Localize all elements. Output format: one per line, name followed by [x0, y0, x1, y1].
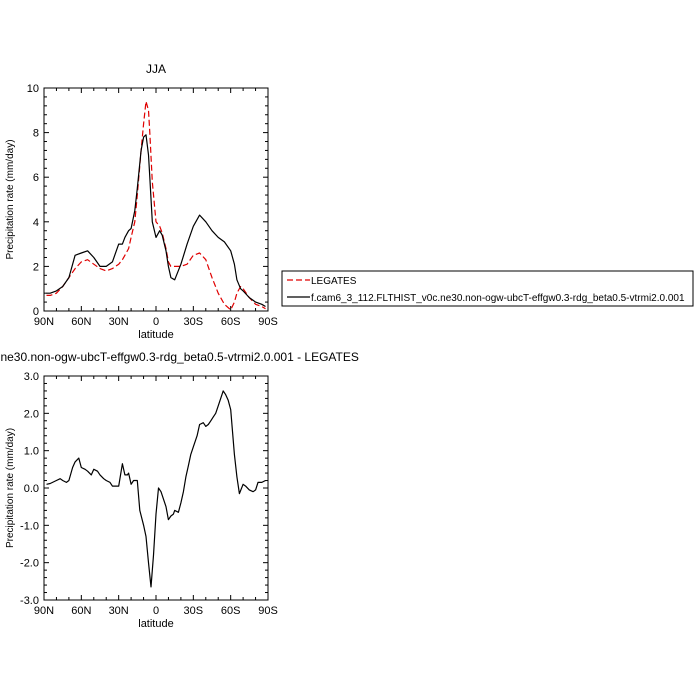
y-tick-label: 6: [33, 172, 39, 184]
y-tick-label: 0: [33, 306, 39, 318]
x-tick-label: 30N: [109, 605, 129, 617]
x-axis-label: latitude: [138, 329, 173, 341]
legend-box: [281, 270, 694, 307]
y-tick-label: 3.0: [24, 371, 39, 383]
x-tick-label: 0: [153, 605, 159, 617]
chart-title: IST_v0c.ne30.non-ogw-ubcT-effgw0.3-rdg_b…: [0, 350, 359, 364]
x-tick-label: 90S: [258, 605, 278, 617]
y-tick-label: 4: [33, 217, 39, 229]
y-tick-label: 1.0: [24, 446, 39, 458]
chart-title: JJA: [146, 62, 166, 76]
series-line-1: [46, 100, 266, 311]
x-tick-label: 0: [153, 316, 159, 328]
y-tick-label: -2.0: [20, 558, 39, 570]
series-line-1: [46, 390, 266, 588]
y-tick-label: -1.0: [20, 520, 39, 532]
chart-panel-1: JJA 90N 60N 30N 0 30S 60S 90S 0 2 4 6 8 10 latitude Pre…: [5, 62, 278, 341]
y-axis-label: Precipitation rate (mm/day): [5, 139, 16, 259]
legend: LEGATES f.cam6_3_112.FLTHIST_v0c.ne30.non…: [281, 270, 694, 307]
x-tick-label: 30N: [109, 316, 129, 328]
y-tick-label: 10: [27, 83, 39, 95]
y-tick-label: 8: [33, 128, 39, 140]
legend-label-1: LEGATES: [311, 276, 357, 287]
x-axis-label: latitude: [138, 618, 173, 630]
x-tick-label: 30S: [184, 605, 204, 617]
x-tick-label: 90N: [34, 605, 54, 617]
plot-frame: [43, 375, 269, 601]
x-tick-label: 60N: [71, 605, 91, 617]
x-tick-label: 60S: [221, 316, 241, 328]
plot-frame: [43, 87, 269, 312]
x-tick-label: 90S: [258, 316, 278, 328]
y-tick-label: 2: [33, 261, 39, 273]
y-tick-label: 2.0: [24, 408, 39, 420]
y-tick-label: 0.0: [24, 483, 39, 495]
y-axis-label: Precipitation rate (mm/day): [5, 428, 16, 548]
series-line-2: [46, 134, 266, 308]
x-tick-label: 60N: [71, 316, 91, 328]
x-tick-label: 90N: [34, 316, 54, 328]
x-tick-label: 30S: [184, 316, 204, 328]
chart-panel-2: IST_v0c.ne30.non-ogw-ubcT-effgw0.3-rdg_b…: [0, 350, 359, 630]
legend-label-2: f.cam6_3_112.FLTHIST_v0c.ne30.non-ogw-ub…: [311, 293, 685, 304]
x-tick-label: 60S: [221, 605, 241, 617]
y-tick-label: -3.0: [20, 595, 39, 607]
